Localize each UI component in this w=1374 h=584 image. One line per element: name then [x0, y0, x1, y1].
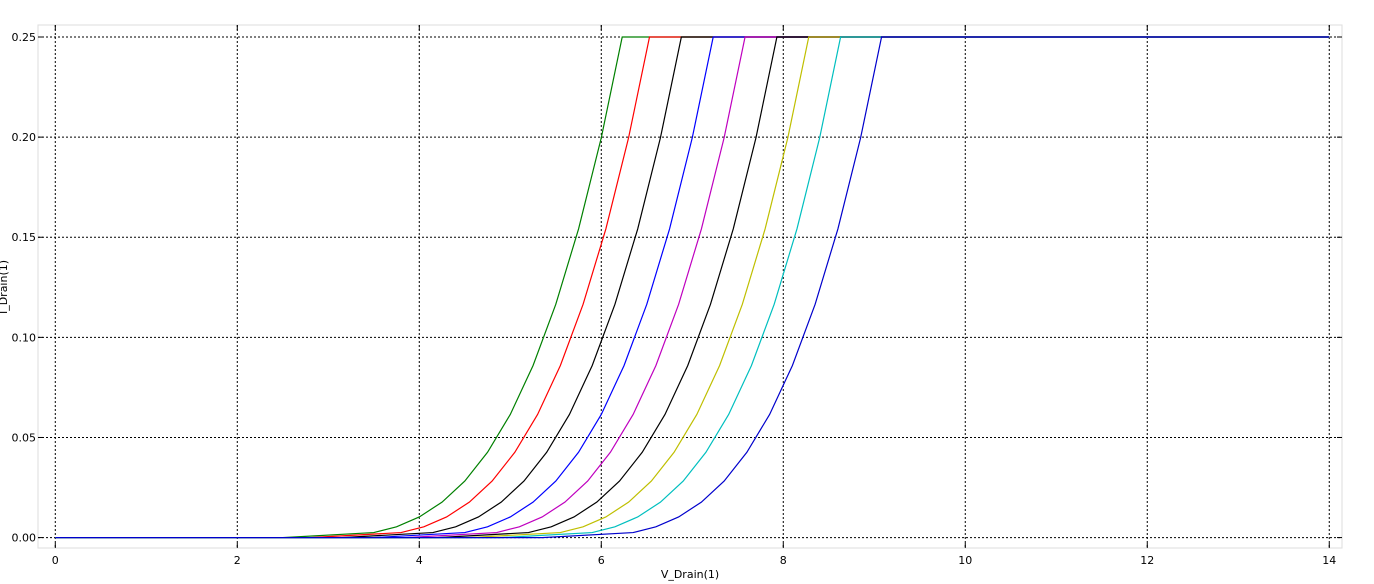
series-line [55, 36, 1330, 539]
x-tick-label: 0 [52, 554, 59, 567]
x-tick-label: 2 [234, 554, 241, 567]
series-line [55, 36, 1330, 539]
y-tick-label: 0.00 [12, 532, 37, 545]
series-line [55, 36, 1330, 539]
y-tick-label: 0.25 [12, 31, 37, 44]
y-tick-label: 0.10 [12, 331, 37, 344]
y-tick-label: 0.15 [12, 231, 37, 244]
series-line [55, 36, 1330, 539]
series-line [55, 36, 1330, 539]
x-tick-label: 8 [780, 554, 787, 567]
series-line [55, 36, 1330, 539]
x-tick-label: 6 [598, 554, 605, 567]
plot-frame [37, 24, 1343, 549]
series-line [55, 36, 1330, 539]
series-line [55, 36, 1330, 539]
y-tick-label: 0.05 [12, 431, 37, 444]
x-axis-label: V_Drain(1) [661, 568, 719, 581]
x-tick-label: 4 [416, 554, 423, 567]
x-tick-label: 12 [1140, 554, 1154, 567]
y-tick-label: 0.20 [12, 131, 37, 144]
series-line [55, 36, 1330, 539]
y-axis-label: I_Drain(1) [0, 260, 10, 314]
x-tick-label: 14 [1322, 554, 1336, 567]
x-tick-label: 10 [958, 554, 972, 567]
